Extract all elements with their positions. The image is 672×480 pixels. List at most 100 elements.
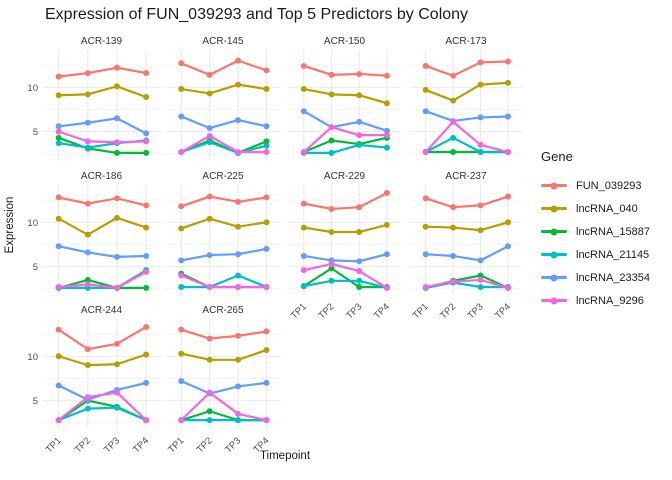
series-line [180,328,268,340]
data-point [55,73,62,80]
series-lncRNA_23354 [178,378,270,397]
data-point [206,356,213,363]
data-point [143,70,150,77]
data-point [113,195,120,202]
series-line [302,110,388,132]
data-point [235,81,242,88]
data-point [178,203,185,210]
data-point [263,328,270,335]
data-point [178,60,185,67]
series-line [302,267,388,289]
series-line [57,278,148,290]
data-point [383,144,390,151]
legend-key-point-icon [550,274,558,281]
series-line [57,130,148,144]
data-point [356,284,363,291]
data-point [505,79,511,86]
data-point [422,284,429,291]
series-FUN_039293 [178,57,270,78]
facet-strip-label: ACR-173 [445,36,487,47]
legend-key-line-icon [541,182,567,189]
series-lncRNA_23354 [55,379,150,403]
data-point [84,362,91,369]
series-line [57,136,148,155]
data-point [55,140,62,147]
series-line [57,85,148,99]
data-point [263,284,270,291]
facet-panel: ACR-139 [42,36,161,160]
series-line [302,279,388,290]
data-point [84,144,91,151]
series-line [302,64,388,77]
data-point [84,70,91,77]
data-point [300,108,307,115]
data-point [450,278,457,285]
data-point [477,81,484,88]
data-point [356,258,363,265]
facet-strip-label: ACR-244 [81,305,123,316]
series-FUN_039293 [55,323,150,353]
data-point [235,57,242,64]
data-point [235,383,242,390]
series-line [424,81,510,102]
series-lncRNA_9296 [55,389,150,424]
data-point [422,195,429,202]
data-point [143,149,150,156]
y-axis-title: Expression [4,196,16,254]
series-line [57,117,148,135]
x-tick-label: TP1 [289,301,309,321]
legend-item-label: FUN_039293 [576,179,642,192]
series-line [180,379,268,395]
series-FUN_039293 [55,64,150,80]
data-point [206,215,213,222]
legend-key-line-icon [541,228,567,235]
data-point [383,127,390,134]
data-point [55,215,62,222]
data-point [356,277,363,284]
data-point [143,351,150,358]
series-line [302,253,388,263]
data-point [328,205,335,212]
legend-key-point-icon [550,297,558,304]
series-lncRNA_9296 [178,389,270,424]
data-point [206,139,213,146]
data-point [328,277,335,284]
data-point [143,224,150,231]
series-line [302,136,388,154]
data-point [235,272,242,279]
data-point [383,189,390,196]
data-point [55,92,62,99]
data-point [263,86,270,93]
series-line [57,406,148,422]
series-line [302,191,388,211]
data-point [422,149,429,156]
data-point [235,117,242,124]
data-point [206,125,213,132]
data-point [383,72,390,79]
series-lncRNA_040 [55,351,150,369]
data-point [477,59,484,66]
legend-item-label: lncRNA_23354 [576,271,650,284]
series-line [57,196,148,207]
data-point [235,410,242,417]
series-FUN_039293 [422,193,511,211]
data-point [328,260,335,267]
facet-panel: ACR-145 [165,36,281,160]
x-tick-label: TP1 [44,435,64,455]
data-point [206,284,213,291]
data-point [263,142,270,149]
facet-panel: ACR-186 [42,171,161,295]
series-line [424,278,510,290]
series-FUN_039293 [178,193,270,210]
data-point [328,71,335,78]
series-line [180,410,268,422]
data-point [422,86,429,93]
x-axis-title: Timepoint [259,450,311,462]
data-point [300,267,307,274]
data-point [450,224,457,231]
data-point [113,253,120,260]
data-point [477,257,484,264]
data-point [84,346,91,353]
data-point [84,119,91,126]
data-point [178,149,185,156]
